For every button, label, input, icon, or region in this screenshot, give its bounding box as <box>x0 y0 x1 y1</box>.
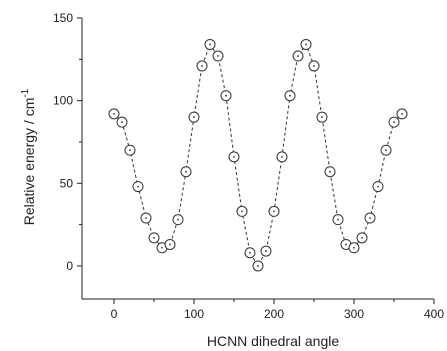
data-point-center <box>265 250 267 252</box>
y-tick-label-0: 0 <box>66 259 73 273</box>
data-point-center <box>233 155 235 158</box>
data-point <box>372 181 384 193</box>
data-point-center <box>249 251 251 254</box>
data-point-center <box>393 121 395 124</box>
y-tick-label-150: 150 <box>53 11 73 25</box>
data-point <box>268 205 280 217</box>
data-point-center <box>177 218 179 221</box>
data-point <box>348 242 360 254</box>
data-point <box>236 205 248 217</box>
data-point-center <box>217 55 219 57</box>
data-point-center <box>361 236 363 239</box>
data-point-center <box>129 149 131 152</box>
data-point <box>332 214 344 226</box>
data-point-center <box>305 43 307 46</box>
data-point <box>212 50 224 62</box>
data-point <box>228 151 240 163</box>
data-point-center <box>169 243 171 246</box>
data-point-center <box>385 149 387 152</box>
data-point-center <box>193 116 195 119</box>
data-point <box>252 260 264 272</box>
data-point <box>380 144 392 156</box>
data-point <box>140 212 152 224</box>
data-point-center <box>329 170 331 173</box>
x-axis-title: HCNN dihedral angle <box>207 333 340 349</box>
data-point-center <box>225 94 227 97</box>
data-point-center <box>137 185 139 188</box>
data-point <box>260 245 272 257</box>
axes: 0 100 200 300 400 0 50 100 150 <box>53 11 444 321</box>
data-point <box>276 151 288 163</box>
data-point-center <box>241 210 243 213</box>
data-point <box>116 116 128 128</box>
data-point-center <box>185 170 187 173</box>
data-point <box>132 181 144 193</box>
x-tick-label-0: 0 <box>111 307 118 321</box>
x-tick-label-200: 200 <box>264 307 284 321</box>
data-point <box>164 238 176 250</box>
data-point <box>356 232 368 244</box>
data-point <box>204 38 216 50</box>
data-point-center <box>345 243 347 246</box>
data-point-center <box>321 116 323 119</box>
x-tick-label-400: 400 <box>424 307 444 321</box>
series-line-0 <box>113 43 403 267</box>
data-point <box>172 214 184 226</box>
data-point-center <box>337 218 339 221</box>
data-point <box>124 144 136 156</box>
data-point <box>284 90 296 102</box>
series-line-layer <box>113 43 403 267</box>
data-point-center <box>209 43 211 46</box>
data-point <box>188 111 200 123</box>
data-point <box>308 60 320 72</box>
data-point-center <box>369 217 371 219</box>
data-point-layer <box>108 38 408 272</box>
data-point <box>316 111 328 123</box>
x-tick-label-300: 300 <box>344 307 364 321</box>
data-point-center <box>113 112 115 115</box>
y-tick-label-100: 100 <box>53 94 73 108</box>
x-tick-label-100: 100 <box>184 307 204 321</box>
y-axis-title-main: Relative energy / cm <box>21 98 37 226</box>
data-point <box>180 166 192 178</box>
label-layer: HCNN dihedral angle Relative energy / cm… <box>20 88 339 349</box>
data-point-center <box>289 94 291 97</box>
data-point <box>396 108 408 120</box>
data-point-center <box>153 236 155 239</box>
data-point-center <box>281 155 283 158</box>
data-point-center <box>313 65 315 67</box>
data-point-center <box>257 265 259 267</box>
data-point <box>244 247 256 259</box>
data-point <box>196 60 208 72</box>
data-point <box>300 38 312 50</box>
y-tick-label-50: 50 <box>60 176 74 190</box>
y-axis-title-exponent: -1 <box>20 88 31 97</box>
data-point-center <box>161 246 163 249</box>
data-point <box>324 166 336 178</box>
data-point-center <box>201 65 203 67</box>
data-point-center <box>121 121 123 124</box>
data-point-center <box>401 112 403 115</box>
data-point <box>220 90 232 102</box>
data-point-center <box>297 55 299 57</box>
data-point <box>148 232 160 244</box>
y-axis-title: Relative energy / cm-1 <box>20 88 37 225</box>
data-point-center <box>273 210 275 213</box>
data-point <box>292 50 304 62</box>
data-point-center <box>353 246 355 249</box>
data-point-center <box>145 217 147 219</box>
data-point <box>364 212 376 224</box>
data-point-center <box>377 185 379 188</box>
data-point <box>108 108 120 120</box>
data-point <box>388 116 400 128</box>
